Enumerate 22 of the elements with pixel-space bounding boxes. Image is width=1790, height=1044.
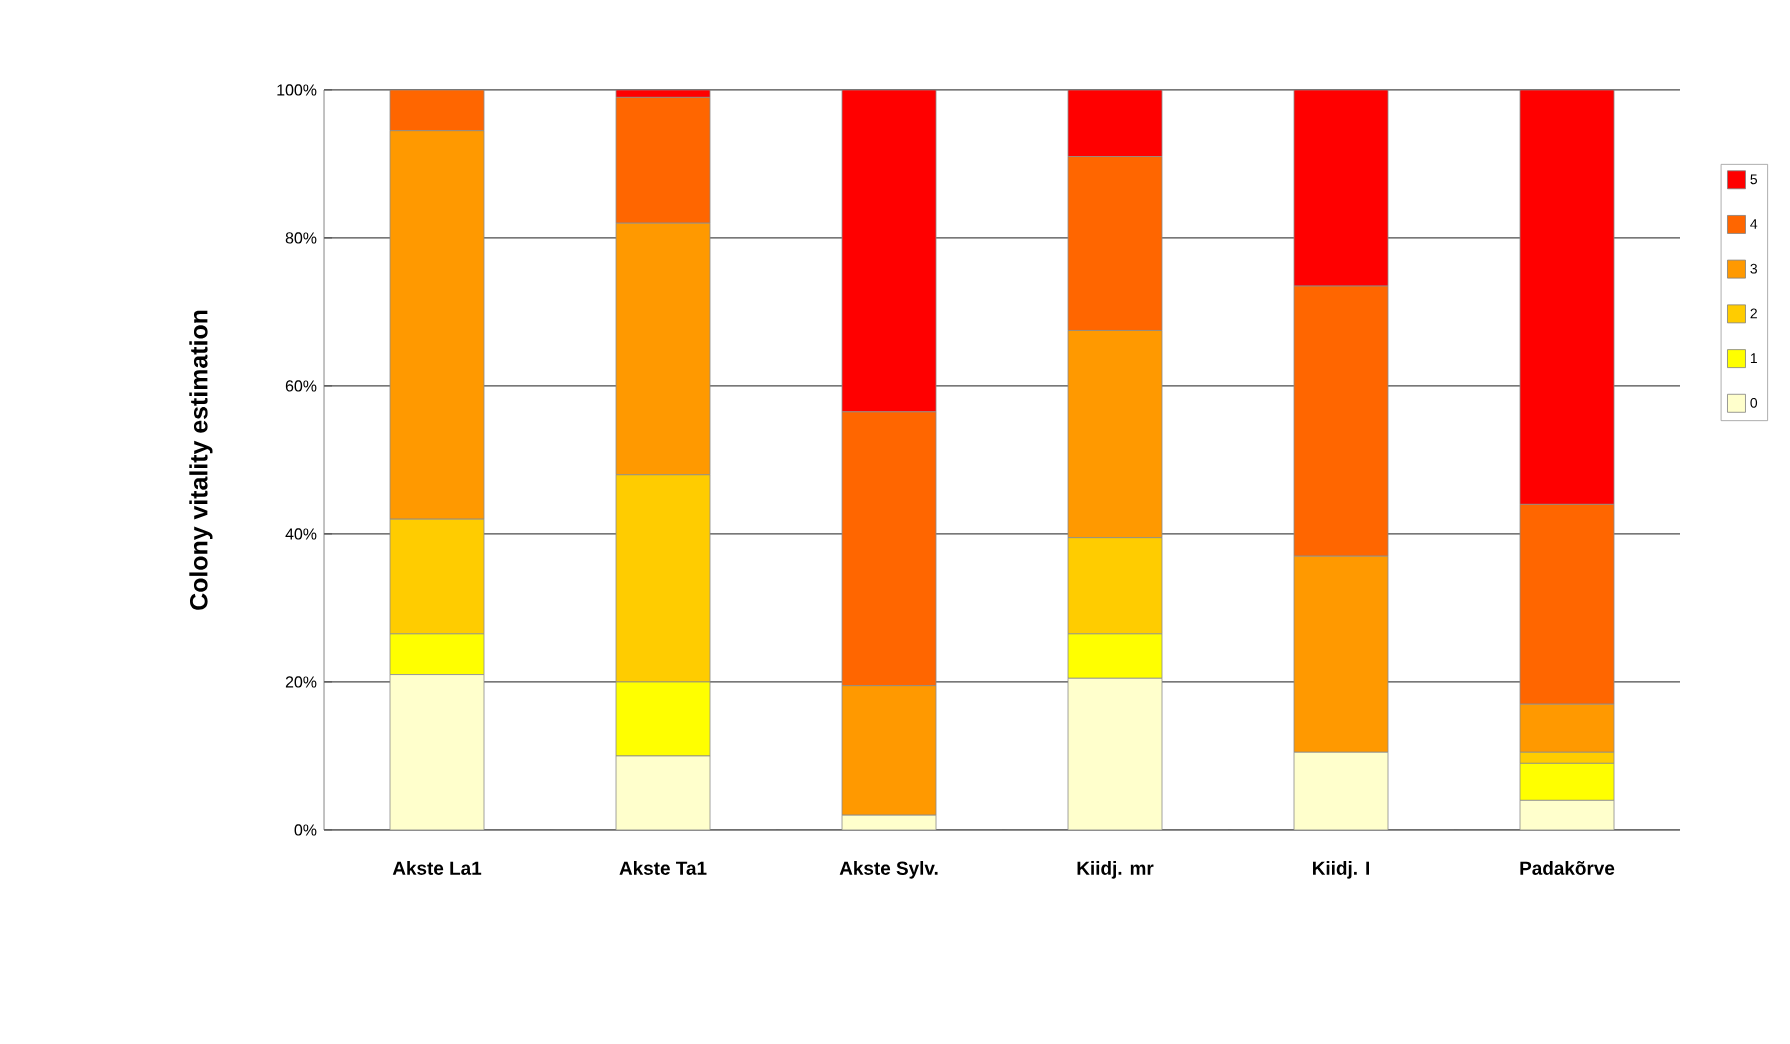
y-axis-title: Colony vitality estimation bbox=[189, 310, 213, 610]
bar bbox=[1293, 751, 1389, 830]
bar bbox=[841, 411, 937, 687]
x-tick-label: Padakõrve bbox=[1520, 861, 1615, 875]
bar bbox=[1067, 677, 1163, 830]
bar bbox=[615, 755, 711, 830]
bar bbox=[1293, 285, 1389, 557]
x-tick-label: Akste Ta1 bbox=[619, 861, 707, 875]
bar bbox=[1519, 89, 1615, 505]
bar bbox=[389, 89, 485, 132]
bar bbox=[389, 674, 485, 830]
bar bbox=[1519, 503, 1615, 705]
x-tick-label: Akste Sylv. bbox=[839, 861, 938, 879]
bar bbox=[615, 96, 711, 224]
x-tick-label: Akste La1 bbox=[392, 861, 482, 875]
bar bbox=[1519, 799, 1615, 830]
bar bbox=[1293, 89, 1389, 287]
x-tick-label: Kiidj. I bbox=[1313, 861, 1370, 879]
x-tick-label: Kiidj. mr bbox=[1077, 861, 1154, 879]
bar bbox=[1067, 156, 1163, 331]
bar bbox=[1067, 89, 1163, 157]
bar bbox=[841, 89, 937, 413]
